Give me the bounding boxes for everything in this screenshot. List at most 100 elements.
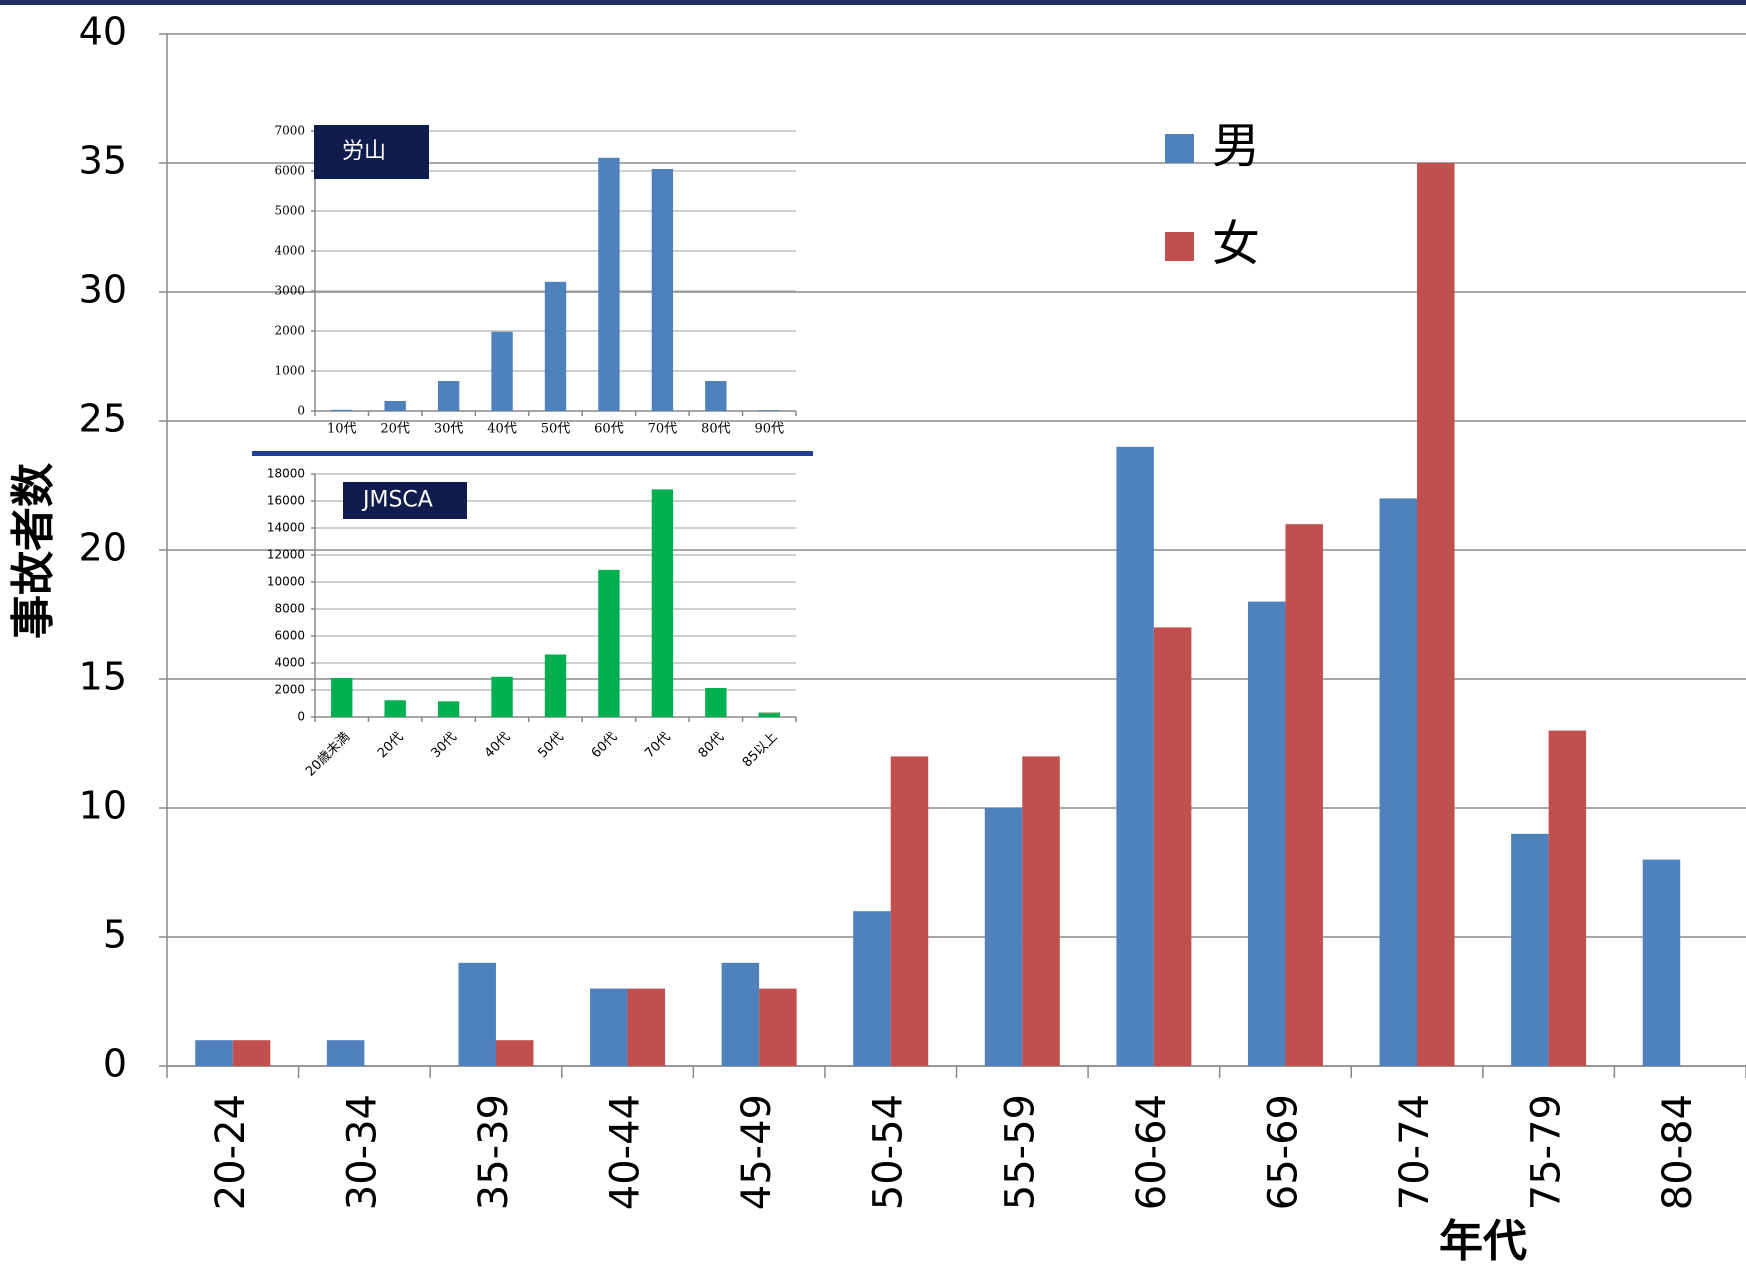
bar [544,281,567,411]
x-tick-label: 90代 [755,422,785,437]
bar [1548,730,1587,1066]
y-tick-label: 0 [297,710,305,724]
y-tick-label: 7000 [274,124,305,138]
y-tick-label: 0 [103,1042,127,1086]
x-tick-label: 80代 [701,422,731,437]
y-tick-label: 3000 [274,284,305,298]
x-tick-label: 65-69 [1260,1094,1306,1210]
bar [1247,601,1286,1066]
bar [1022,756,1060,1066]
y-tick-label: 6000 [274,629,305,643]
bar [759,988,797,1066]
chart-title: 労山 [342,139,386,164]
x-axis-title: 年代 [1439,1216,1527,1267]
bar [758,712,780,717]
bar [1285,524,1323,1066]
bar [651,489,674,717]
x-tick-label: 20代 [380,422,410,437]
y-tick-label: 5 [103,913,127,957]
x-tick-label: 70-74 [1392,1094,1438,1210]
x-tick-label: 80-84 [1655,1094,1701,1210]
title-box [343,482,467,519]
legend-label: 男 [1212,118,1260,174]
bar [495,1040,534,1066]
y-axis-title: 事故者数 [8,463,59,639]
y-tick-label: 1000 [274,364,305,378]
bar [458,962,496,1066]
y-tick-label: 10000 [267,575,305,589]
bar [721,962,760,1066]
x-tick-label: 45-49 [734,1094,780,1210]
y-tick-label: 0 [297,404,305,418]
y-tick-label: 16000 [267,494,305,508]
y-tick-label: 25 [79,397,127,441]
x-tick-label: 20-24 [208,1094,254,1210]
legend-label: 女 [1212,216,1260,272]
legend-swatch [1165,232,1194,261]
y-tick-label: 5000 [274,204,305,218]
x-tick-label: 70代 [648,422,678,437]
x-tick-label: 10代 [327,422,357,437]
y-tick-label: 15 [79,655,127,699]
top-bar [0,0,1746,5]
bar [384,401,406,411]
y-tick-label: 12000 [267,548,305,562]
x-tick-label: 55-59 [997,1094,1043,1210]
inset-divider [252,451,813,456]
bar [1379,498,1418,1066]
x-tick-label: 75-79 [1524,1094,1570,1210]
x-tick-label: 50代 [541,422,571,437]
bar [384,700,406,717]
x-tick-label: 40-44 [603,1094,649,1210]
bar [437,701,460,717]
bar [232,1040,271,1066]
bar [590,988,628,1066]
y-tick-label: 4000 [274,656,305,670]
bar [627,988,666,1066]
y-tick-label: 35 [79,139,127,183]
chart-title: JMSCA [361,488,433,513]
bar [705,687,727,717]
bar [326,1040,365,1066]
bar [491,676,513,717]
bar [598,157,620,411]
bar [598,569,620,717]
x-tick-label: 35-39 [471,1094,517,1210]
bar [651,169,674,411]
y-tick-label: 10 [79,784,127,828]
y-tick-label: 4000 [274,244,305,258]
y-tick-label: 8000 [274,602,305,616]
inset-background [252,114,813,785]
y-tick-label: 2000 [274,324,305,338]
y-tick-label: 6000 [274,164,305,178]
bar [984,808,1023,1066]
bar [331,677,353,717]
bar [1642,859,1681,1066]
x-tick-label: 30代 [434,422,464,437]
bar [853,911,891,1066]
y-tick-label: 18000 [267,467,305,481]
legend-swatch [1165,134,1194,163]
bar [1511,833,1549,1066]
bar [1153,627,1192,1066]
bar [331,409,353,411]
bar [195,1040,233,1066]
bar [544,654,567,717]
bar [890,756,929,1066]
x-tick-label: 50-54 [866,1094,912,1210]
bar [491,331,513,411]
x-tick-label: 30-34 [339,1094,385,1210]
bar [758,410,780,411]
x-tick-label: 60-64 [1129,1094,1175,1210]
y-tick-label: 20 [79,526,127,570]
y-tick-label: 40 [79,10,127,54]
y-tick-label: 14000 [267,521,305,535]
bar [705,381,727,411]
bar [437,381,460,411]
y-tick-label: 30 [79,268,127,312]
x-tick-label: 60代 [594,422,624,437]
y-tick-label: 2000 [274,683,305,697]
x-tick-label: 40代 [487,422,517,437]
bar [1417,163,1455,1066]
